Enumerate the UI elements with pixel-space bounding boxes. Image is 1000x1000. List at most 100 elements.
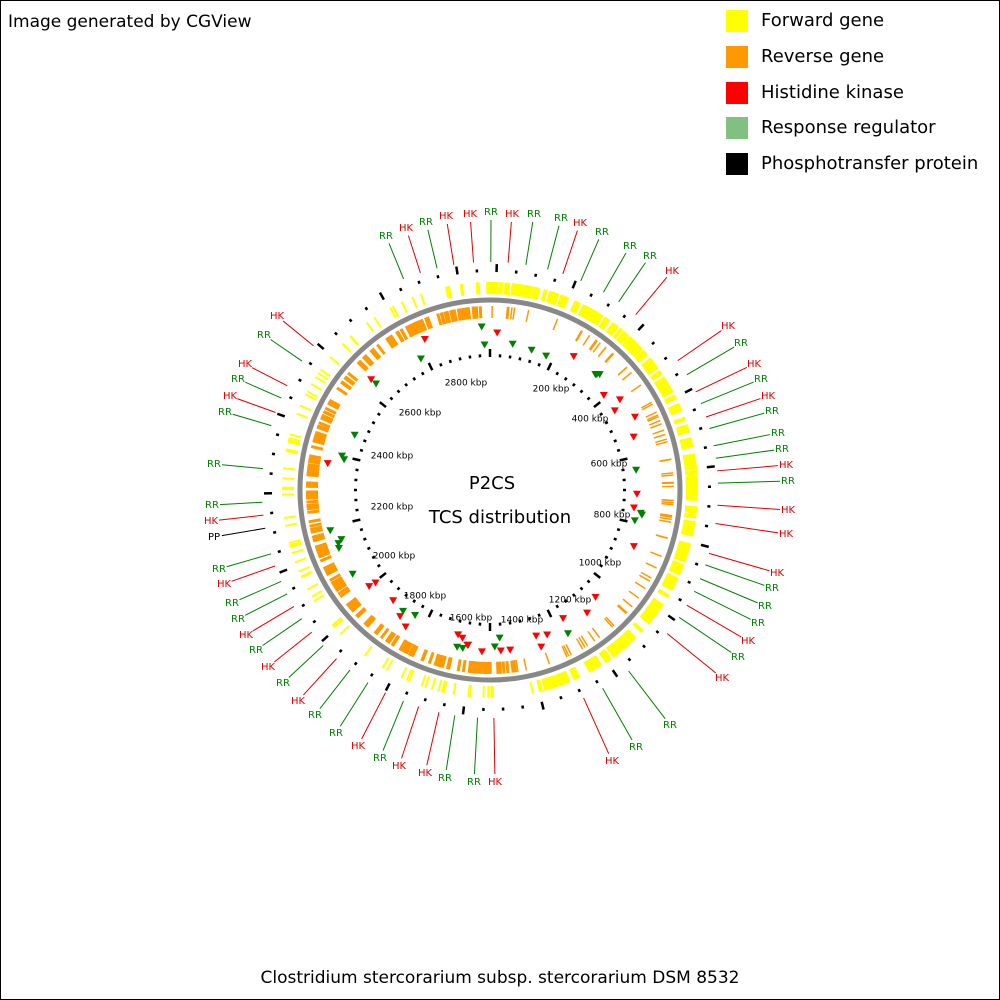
reverse-gene [350, 602, 362, 613]
leader-line [319, 669, 351, 709]
forward-gene [373, 316, 382, 328]
tcs-mark [642, 644, 646, 649]
reverse-gene [509, 307, 513, 320]
leader-line [226, 553, 272, 568]
scale-tick [609, 429, 614, 434]
reverse-gene [616, 604, 627, 615]
feature-label: HK [781, 505, 796, 516]
forward-gene [341, 342, 352, 353]
forward-gene [661, 580, 675, 590]
reverse-gene [319, 555, 332, 563]
forward-gene [311, 589, 323, 598]
tcs-triangle [420, 336, 429, 344]
scale-tick [439, 613, 443, 618]
scale-tick [420, 371, 425, 376]
forward-gene [510, 283, 516, 296]
tcs-mark [694, 562, 699, 566]
feature-label: HK [665, 266, 680, 277]
reverse-gene [580, 635, 589, 647]
scale-tick [404, 382, 409, 387]
leader-line [705, 564, 765, 586]
tcs-triangle [372, 380, 381, 388]
forward-gene [559, 671, 569, 685]
reverse-gene [659, 519, 672, 523]
tcs-triangle [454, 631, 463, 639]
forward-gene [582, 306, 592, 319]
scale-tick [389, 579, 394, 584]
forward-gene [540, 289, 548, 302]
feature-label: RR [419, 217, 433, 228]
scale-tick [389, 396, 394, 401]
reverse-gene [433, 653, 440, 667]
scale-tick [537, 362, 541, 367]
tcs-mark [334, 331, 338, 336]
feature-label: RR [484, 207, 498, 218]
reverse-gene [307, 466, 320, 471]
forward-gene [608, 324, 619, 337]
reverse-gene [510, 660, 515, 673]
forward-gene [663, 577, 677, 587]
reverse-gene [479, 661, 484, 674]
scale-tick [528, 359, 532, 364]
center-subtitle: TCS distribution [428, 507, 571, 528]
forward-gene [681, 529, 694, 536]
reverse-gene [310, 444, 324, 451]
reverse-gene [327, 400, 340, 410]
forward-gene [612, 327, 624, 340]
forward-gene [400, 301, 408, 313]
forward-gene [289, 542, 302, 549]
forward-gene [536, 679, 544, 693]
legend-label: Forward gene [761, 10, 884, 31]
forward-gene [313, 593, 325, 602]
leader-line [470, 221, 475, 263]
forward-gene [317, 372, 329, 381]
reverse-gene [314, 433, 327, 440]
tcs-triangle [493, 329, 502, 337]
scale-label: 600 kbp [591, 460, 628, 470]
reverse-gene [575, 638, 584, 650]
scale-label: 2400 kbp [371, 452, 414, 462]
tcs-mark [667, 614, 676, 622]
leader-line [401, 706, 420, 759]
scale-tick [563, 376, 568, 381]
tcs-triangle [630, 413, 639, 421]
tcs-mark [651, 341, 656, 346]
feature-label: RR [527, 209, 541, 220]
tcs-triangle [326, 527, 335, 535]
tcs-mark [275, 433, 280, 437]
reverse-gene [436, 313, 443, 326]
forward-gene [680, 443, 694, 450]
reverse-gene [639, 574, 651, 582]
forward-gene [329, 356, 340, 366]
reverse-gene [467, 660, 473, 673]
tcs-triangle [396, 613, 405, 621]
forward-gene [514, 283, 521, 297]
tcs-mark [316, 342, 325, 350]
reverse-gene [316, 425, 329, 433]
tcs-mark [595, 679, 599, 684]
leader-line [446, 223, 455, 265]
leader-line [717, 504, 781, 510]
reverse-gene [419, 318, 428, 331]
forward-gene [551, 292, 560, 306]
tcs-mark [622, 314, 627, 319]
reverse-gene [640, 401, 653, 409]
scale-tick [537, 613, 541, 618]
tcs-mark [301, 603, 306, 608]
forward-gene [306, 390, 318, 398]
leader-line [603, 252, 627, 293]
reverse-gene [365, 616, 376, 628]
reverse-gene [307, 463, 320, 468]
leader-line [231, 565, 276, 582]
forward-gene [664, 575, 678, 585]
tcs-triangle [367, 376, 376, 384]
forward-gene [642, 359, 655, 371]
forward-gene [298, 565, 311, 573]
tcs-mark [423, 697, 427, 702]
reverse-gene [347, 598, 359, 609]
reverse-gene [592, 342, 601, 353]
reverse-gene [324, 565, 337, 574]
tcs-mark [436, 275, 440, 279]
tcs-triangle [542, 352, 551, 360]
reverse-gene [445, 310, 452, 324]
